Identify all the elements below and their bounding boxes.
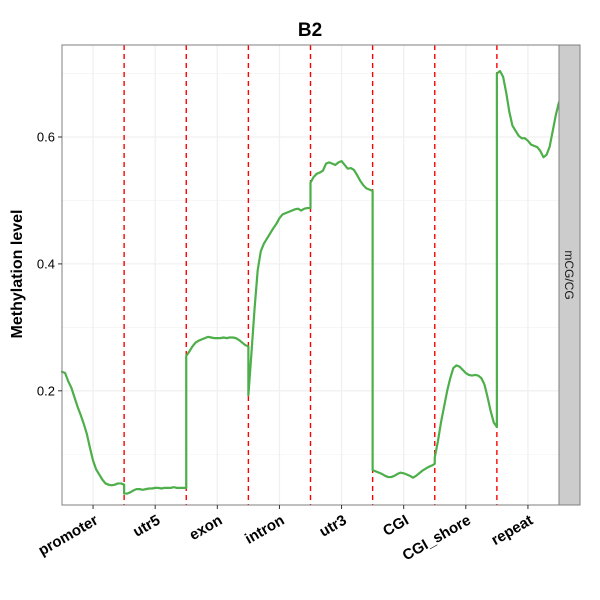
x-tick-label: intron [242, 512, 287, 548]
facet-strip: mCG/CG [558, 44, 581, 506]
x-tick-label: utr3 [317, 512, 350, 541]
x-tick-label: promoter [36, 512, 102, 560]
facet-label: mCG/CG [562, 250, 576, 299]
plot-panel [60, 44, 561, 506]
chart-title: B2 [298, 20, 322, 41]
x-tick-label: CGI_shore [400, 512, 474, 565]
grid-lines [62, 45, 559, 505]
y-tick-label: 0.4 [37, 256, 55, 271]
series-line [60, 69, 561, 495]
x-tick-label: exon [186, 512, 225, 544]
y-tick-label: 0.2 [37, 383, 55, 398]
y-axis: 0.2 0.4 0.6 [37, 130, 62, 398]
x-tick-label: utr5 [130, 512, 163, 541]
series-layer [60, 69, 561, 495]
x-tick-label: CGI [380, 512, 412, 540]
y-axis-label: Methylation level [9, 210, 26, 339]
x-tick-label: repeat [488, 512, 535, 549]
y-tick-label: 0.6 [37, 130, 55, 145]
facet-strip-background [558, 44, 581, 506]
